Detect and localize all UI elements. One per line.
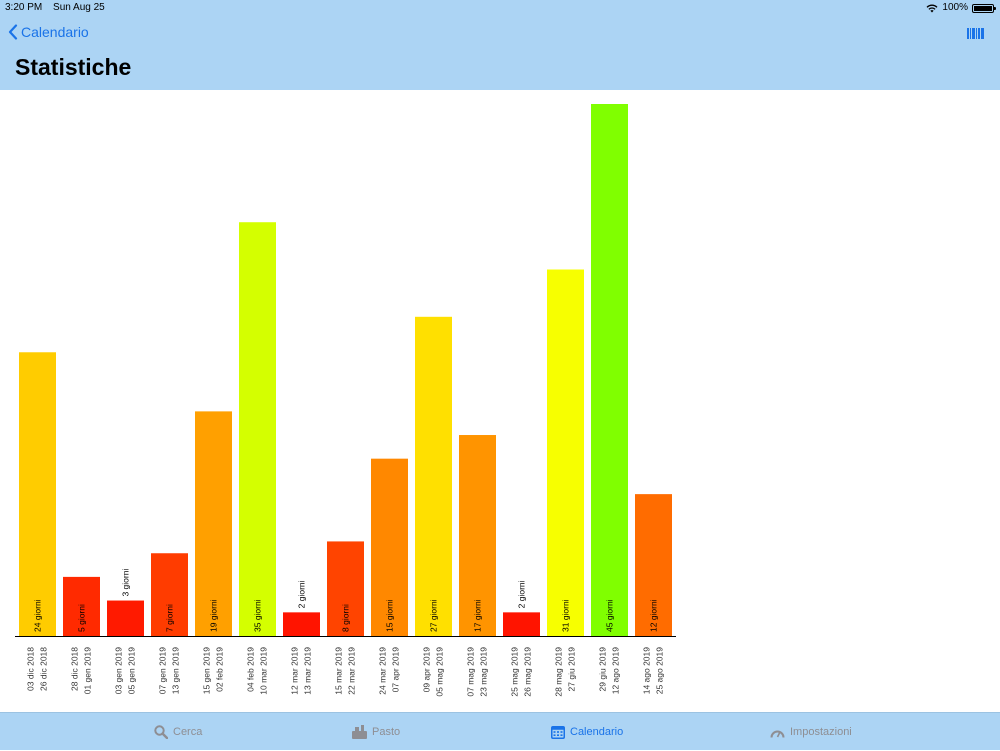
bar-value-label: 19 giorni — [209, 599, 219, 632]
battery-icon — [972, 3, 996, 13]
date-range-label: 05 gen 2019 — [127, 647, 137, 695]
chart-bar — [195, 411, 232, 636]
date-range-label: 07 apr 2019 — [391, 647, 401, 693]
date-range-label: 12 ago 2019 — [611, 647, 621, 695]
chart-bar — [547, 269, 584, 636]
status-time: 3:20 PM — [5, 2, 43, 13]
date-range-label: 27 giu 2019 — [567, 647, 577, 692]
status-date: Sun Aug 25 — [53, 2, 105, 13]
tab-label: Cerca — [173, 726, 203, 738]
chart-bar — [239, 222, 276, 636]
tab-label: Impostazioni — [790, 726, 852, 738]
tab-cerca[interactable]: Cerca — [154, 713, 202, 751]
date-range-label: 28 dic 2018 — [70, 647, 80, 691]
date-range-label: 22 mar 2019 — [347, 647, 357, 695]
tab-label: Calendario — [570, 726, 624, 738]
date-range-label: 05 mag 2019 — [435, 647, 445, 697]
chart-bar — [327, 541, 364, 636]
back-label: Calendario — [21, 24, 89, 40]
date-range-label: 25 ago 2019 — [655, 647, 665, 695]
bar-value-label: 2 giorni — [297, 580, 307, 608]
bar-value-label: 5 giorni — [77, 604, 87, 632]
chart-bar — [19, 352, 56, 636]
date-range-label: 12 mar 2019 — [290, 647, 300, 695]
date-range-label: 23 mag 2019 — [479, 647, 489, 697]
bar-value-label: 17 giorni — [473, 599, 483, 632]
date-range-label: 26 mag 2019 — [523, 647, 533, 697]
food-icon — [352, 725, 367, 739]
page-title: Statistiche — [15, 54, 132, 80]
chevron-left-icon — [8, 24, 18, 40]
date-range-label: 14 ago 2019 — [642, 647, 652, 695]
bar-value-label: 27 giorni — [429, 599, 439, 632]
bar-value-label: 15 giorni — [385, 599, 395, 632]
chart-bar — [151, 553, 188, 636]
status-bar: 3:20 PM Sun Aug 25 100% — [0, 0, 1000, 16]
date-range-label: 13 mar 2019 — [303, 647, 313, 695]
chart-bar — [63, 576, 100, 636]
tab-bar: Cerca Pasto Calendario Impostazioni — [0, 712, 1000, 750]
status-left: 3:20 PM Sun Aug 25 — [5, 0, 113, 16]
date-range-label: 28 mag 2019 — [554, 647, 564, 697]
chart-bar — [635, 494, 672, 636]
date-range-label: 01 gen 2019 — [83, 647, 93, 695]
calendar-icon — [551, 726, 565, 739]
bar-value-label: 8 giorni — [341, 604, 351, 632]
barcode-icon[interactable] — [967, 28, 984, 39]
bar-value-label: 3 giorni — [121, 569, 131, 597]
bar-chart: 24 giorni 03 dic 2018 26 dic 2018 5 giorni 2… — [15, 104, 676, 697]
date-range-label: 03 gen 2019 — [114, 647, 124, 695]
navigation-bar: Calendario Statistiche — [0, 16, 1000, 90]
status-right: 100% — [926, 0, 996, 16]
date-range-label: 10 mar 2019 — [259, 647, 269, 695]
bar-value-label: 35 giorni — [253, 599, 263, 632]
tab-label: Pasto — [372, 726, 401, 738]
bar-value-label: 31 giorni — [561, 599, 571, 632]
date-range-label: 15 mar 2019 — [334, 647, 344, 695]
date-range-label: 13 gen 2019 — [171, 647, 181, 695]
date-range-label: 15 gen 2019 — [202, 647, 212, 695]
date-range-label: 26 dic 2018 — [39, 647, 49, 691]
statistics-chart: 24 giorni 03 dic 2018 26 dic 2018 5 giorni 2… — [0, 90, 1000, 712]
tab-calendario[interactable]: Calendario — [551, 713, 623, 751]
bar-value-label: 24 giorni — [33, 599, 43, 632]
tab-impostazioni[interactable]: Impostazioni — [770, 713, 852, 751]
date-range-label: 29 giu 2019 — [598, 647, 608, 692]
date-range-label: 04 feb 2019 — [246, 647, 256, 692]
bar-value-label: 7 giorni — [165, 604, 175, 632]
date-range-label: 07 gen 2019 — [158, 647, 168, 695]
date-range-label: 03 dic 2018 — [26, 647, 36, 691]
wifi-icon — [926, 4, 938, 12]
bar-value-label: 12 giorni — [649, 599, 659, 632]
tab-pasto[interactable]: Pasto — [352, 713, 400, 751]
bar-value-label: 2 giorni — [517, 580, 527, 608]
date-range-label: 02 feb 2019 — [215, 647, 225, 692]
back-button[interactable]: Calendario — [8, 24, 89, 40]
date-range-label: 25 mag 2019 — [510, 647, 520, 697]
chart-bar — [371, 458, 408, 636]
date-range-label: 09 apr 2019 — [422, 647, 432, 693]
date-range-label: 24 mar 2019 — [378, 647, 388, 695]
bar-value-label: 45 giorni — [605, 599, 615, 632]
battery-percent: 100% — [942, 2, 968, 13]
gauge-icon — [770, 730, 785, 738]
search-icon — [154, 725, 168, 739]
chart-bar — [107, 600, 144, 636]
chart-bar — [503, 612, 540, 636]
date-range-label: 07 mag 2019 — [466, 647, 476, 697]
chart-bar — [415, 316, 452, 636]
chart-bar — [283, 612, 320, 636]
chart-bar — [591, 104, 628, 636]
chart-bar — [459, 435, 496, 636]
